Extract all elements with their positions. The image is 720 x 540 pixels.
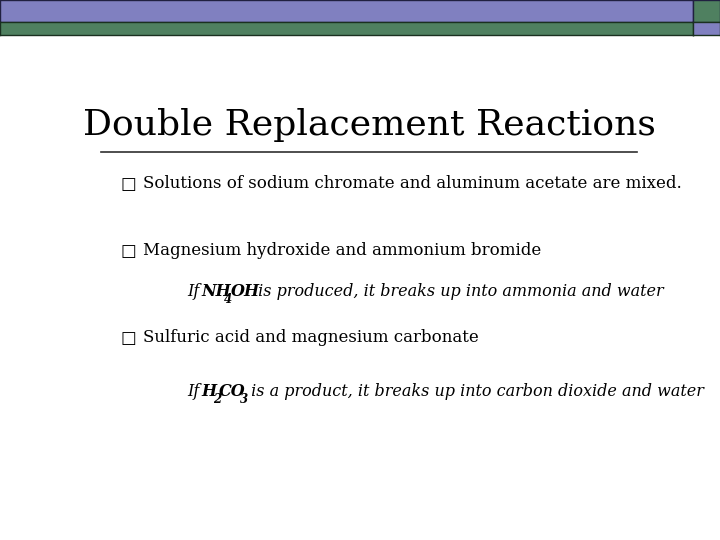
Text: is a product, it breaks up into carbon dioxide and water: is a product, it breaks up into carbon d… [246,383,704,400]
Text: Double Replacement Reactions: Double Replacement Reactions [83,109,655,143]
Text: is produced, it breaks up into ammonia and water: is produced, it breaks up into ammonia a… [253,283,664,300]
Text: CO: CO [219,383,246,400]
Text: 2: 2 [213,393,221,406]
Text: Magnesium hydroxide and ammonium bromide: Magnesium hydroxide and ammonium bromide [143,241,541,259]
Text: Sulfuric acid and magnesium carbonate: Sulfuric acid and magnesium carbonate [143,329,479,346]
Text: □: □ [121,329,137,347]
Text: OH: OH [230,283,260,300]
Text: 4: 4 [224,294,233,307]
Text: If: If [188,283,205,300]
Text: □: □ [121,241,137,260]
Text: H: H [201,383,216,400]
Text: NH: NH [201,283,231,300]
Text: 3: 3 [240,393,248,406]
Text: Solutions of sodium chromate and aluminum acetate are mixed.: Solutions of sodium chromate and aluminu… [143,175,682,192]
Text: □: □ [121,175,137,193]
Text: If: If [188,383,205,400]
